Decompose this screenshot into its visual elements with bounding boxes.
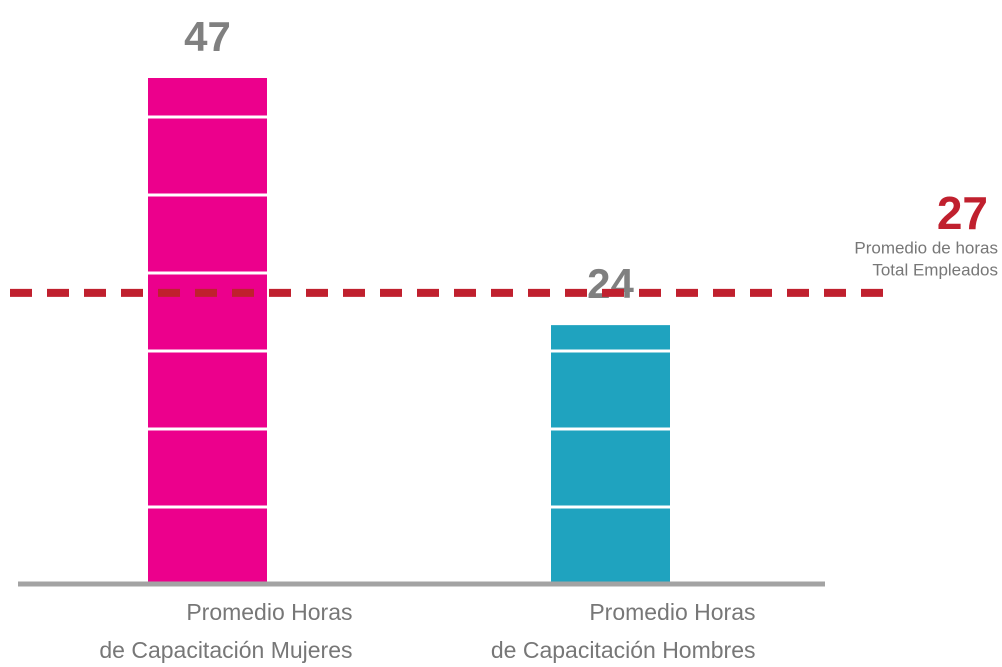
x-category-label: Promedio Horas xyxy=(589,599,755,625)
reference-label: Total Empleados xyxy=(872,260,998,279)
value-label: 24 xyxy=(587,260,634,307)
x-category-label: Promedio Horas xyxy=(186,599,352,625)
reference-value: 27 xyxy=(937,187,988,239)
bar xyxy=(148,78,267,583)
bar xyxy=(551,325,670,583)
x-category-label: de Capacitación Mujeres xyxy=(99,637,352,663)
reference-label: Promedio de horas xyxy=(854,238,998,257)
x-category-label: de Capacitación Hombres xyxy=(491,637,756,663)
value-label: 47 xyxy=(184,13,231,60)
